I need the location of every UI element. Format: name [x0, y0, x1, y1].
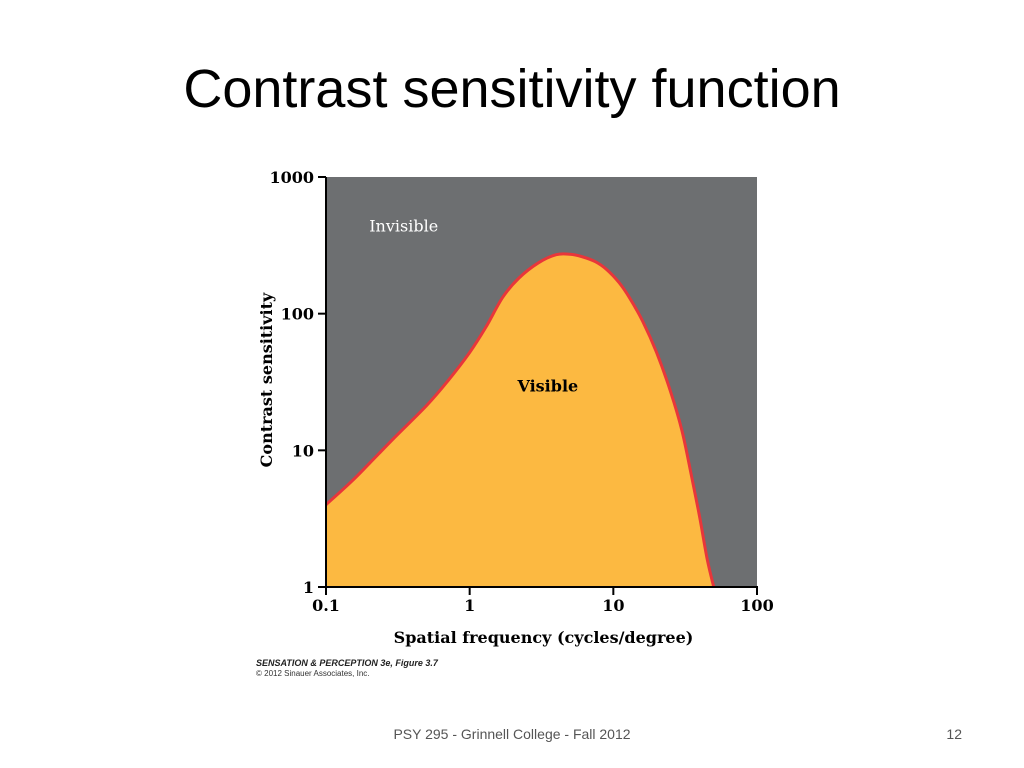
- annotation-invisible: Invisible: [369, 216, 438, 235]
- y-axis-label: Contrast sensitivity: [257, 292, 276, 467]
- slide-title: Contrast sensitivity function: [183, 59, 841, 119]
- x-tick-label: 0.1: [312, 596, 340, 615]
- annotation-visible: Visible: [516, 376, 578, 395]
- visible-region: [326, 253, 714, 587]
- axes: [325, 177, 758, 588]
- x-tick-label: 100: [740, 596, 773, 615]
- csf-curve: [324, 252, 716, 588]
- x-tick-label: 10: [602, 596, 624, 615]
- y-tick-label: 1000: [269, 168, 314, 187]
- tick-marks: [318, 176, 758, 595]
- y-tick-label: 100: [281, 305, 314, 324]
- y-tick-label: 10: [292, 441, 314, 460]
- slide-footer: PSY 295 - Grinnell College - Fall 2012: [393, 726, 631, 742]
- slide-page-number: 12: [946, 726, 962, 742]
- x-tick-label: 1: [464, 596, 475, 615]
- figure-credit-title: SENSATION & PERCEPTION 3e, Figure 3.7: [256, 658, 438, 668]
- figure-credit-copyright: © 2012 Sinauer Associates, Inc.: [256, 669, 370, 678]
- region-annotations: Invisible Visible: [369, 216, 578, 395]
- x-axis-label: Spatial frequency (cycles/degree): [394, 628, 694, 647]
- y-tick-label: 1: [303, 578, 314, 597]
